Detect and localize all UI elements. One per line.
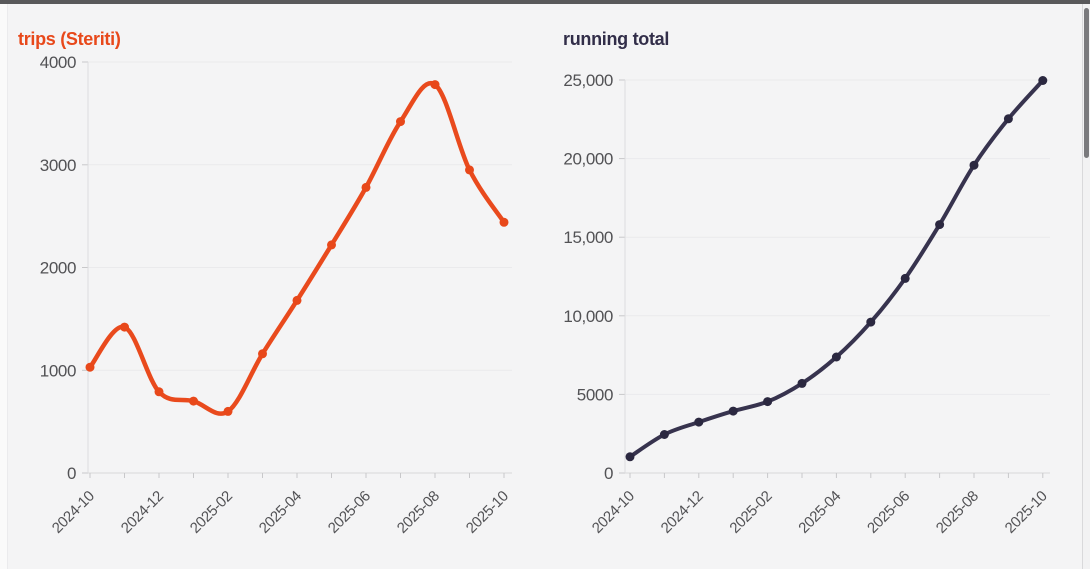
data-point — [1003, 114, 1013, 124]
data-point — [763, 397, 773, 407]
data-point — [327, 240, 336, 250]
x-tick-label: 2025-04 — [795, 488, 844, 537]
data-point — [223, 406, 233, 416]
x-tick-label: 2024-12 — [118, 488, 167, 537]
y-tick-label: 3000 — [40, 156, 76, 175]
y-tick-label: 25,000 — [563, 71, 613, 90]
running-total-points — [625, 76, 1048, 462]
data-point — [120, 322, 129, 332]
y-tick-label: 0 — [604, 464, 613, 483]
x-tick-label: 2025-10 — [1002, 488, 1051, 537]
data-point — [361, 182, 371, 192]
data-point — [430, 80, 440, 90]
x-tick-label: 2024-12 — [658, 488, 707, 537]
x-tick-label: 2025-02 — [187, 488, 236, 537]
data-point — [900, 273, 910, 283]
x-tick-label: 2024-10 — [589, 488, 638, 537]
data-point — [866, 317, 876, 327]
data-point — [1038, 76, 1048, 85]
x-tick-label: 2025-04 — [256, 488, 305, 537]
data-point — [694, 417, 704, 427]
y-tick-label: 0 — [67, 464, 76, 483]
running-total-grid — [619, 79, 1050, 478]
data-point — [189, 396, 198, 406]
trips-chart: 0 1000 2000 3000 4000 2024-10 2024-12 2025-02 20… — [40, 53, 512, 537]
data-point — [969, 160, 979, 170]
scrollbar-thumb[interactable] — [1084, 8, 1089, 158]
data-point — [797, 378, 807, 388]
y-tick-label: 10,000 — [563, 307, 613, 326]
y-tick-label: 20,000 — [563, 150, 613, 169]
x-tick-label: 2025-02 — [726, 488, 775, 537]
data-point — [396, 117, 405, 127]
x-tick-label: 2024-10 — [49, 488, 98, 537]
data-point — [258, 349, 267, 359]
y-tick-label: 4000 — [40, 53, 76, 72]
scrollbar-track[interactable] — [1082, 4, 1090, 569]
y-tick-label: 5000 — [577, 385, 613, 404]
data-point — [154, 387, 164, 397]
x-tick-label: 2025-08 — [394, 488, 443, 537]
data-point — [292, 295, 302, 305]
trips-grid — [82, 61, 512, 478]
running-total-line — [628, 78, 1045, 459]
running-total-chart: 0 5000 10,000 15,000 20,000 25,000 2024-10 2024… — [563, 71, 1050, 537]
data-point — [625, 452, 635, 462]
data-point — [465, 165, 474, 175]
trips-line — [87, 80, 507, 416]
x-tick-label: 2025-06 — [325, 488, 374, 537]
running-total-chart-title: running total — [563, 28, 670, 49]
x-tick-label: 2025-06 — [864, 488, 913, 537]
x-tick-label: 2025-10 — [463, 488, 512, 537]
y-tick-label: 15,000 — [563, 228, 613, 247]
data-point — [728, 406, 738, 416]
trips-chart-title: trips (Steriti) — [18, 28, 121, 49]
x-tick-label: 2025-08 — [933, 488, 982, 537]
data-point — [935, 220, 945, 230]
data-point — [659, 430, 669, 439]
data-point — [85, 362, 95, 372]
window-top-border — [0, 0, 1090, 4]
trips-points — [85, 80, 509, 416]
y-tick-label: 2000 — [40, 259, 76, 278]
data-point — [831, 352, 841, 362]
y-tick-label: 1000 — [40, 361, 76, 380]
left-edge-gutter — [0, 4, 8, 569]
trips-axis-labels: 0 1000 2000 3000 4000 2024-10 2024-12 2025-02 20… — [40, 53, 512, 537]
running-total-axis-labels: 0 5000 10,000 15,000 20,000 25,000 2024-10 2024… — [563, 71, 1050, 537]
data-point — [499, 217, 509, 227]
